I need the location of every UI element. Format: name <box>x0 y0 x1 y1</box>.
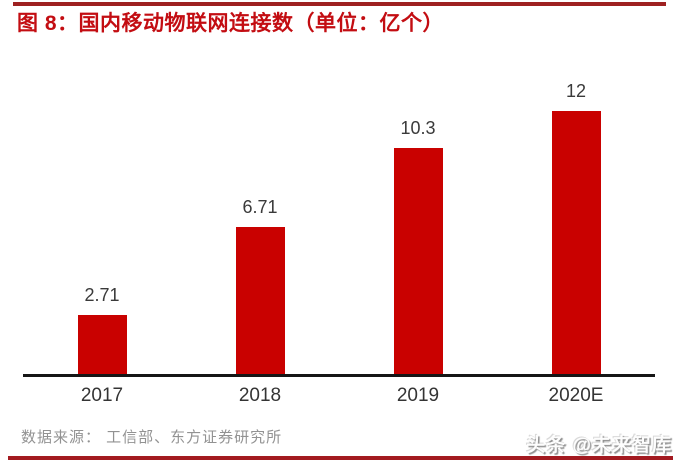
bar-value-label: 2.71 <box>84 284 120 305</box>
x-tick-label: 2019 <box>396 385 440 406</box>
bar-value-label: 12 <box>565 80 587 101</box>
bar-value-label: 6.71 <box>242 196 278 217</box>
bar-chart-plot-area: 2.71 2017 6.71 2018 10.3 2019 12 2020E <box>23 80 655 406</box>
bar-2019 <box>393 147 443 374</box>
chart-title: 图 8：国内移动物联网连接数（单位：亿个） <box>17 12 445 35</box>
bottom-rule <box>8 456 673 460</box>
x-tick-label: 2017 <box>80 385 124 406</box>
watermark: 头条 @未来智库 <box>526 435 672 456</box>
x-tick-label: 2018 <box>238 385 282 406</box>
source-note: 数据来源： 工信部、东方证券研究所 <box>21 429 283 446</box>
bar-2020E <box>551 110 601 374</box>
bar-2018 <box>235 226 285 374</box>
x-tick-label: 2020E <box>548 385 604 406</box>
bar-2017 <box>77 314 127 374</box>
bar-value-label: 10.3 <box>400 117 436 138</box>
top-rule <box>13 2 666 6</box>
x-axis-line <box>23 374 655 377</box>
